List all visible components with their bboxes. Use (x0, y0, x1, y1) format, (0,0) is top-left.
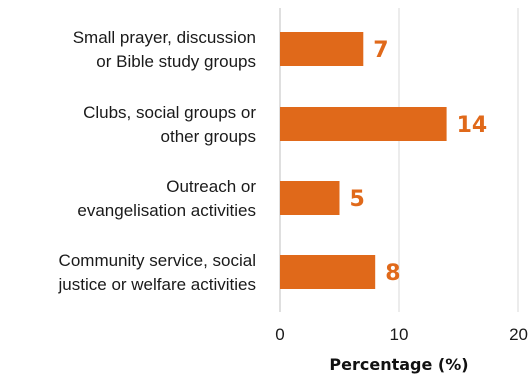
category-label-line: evangelisation activities (77, 201, 256, 220)
category-label-line: justice or welfare activities (58, 275, 256, 294)
bar (280, 32, 364, 66)
data-label: 5 (350, 187, 365, 212)
category-label: Small prayer, discussion or Bible study g… (73, 28, 256, 71)
bar (280, 255, 376, 289)
data-labels: 7 14 5 8 (350, 38, 488, 286)
category-label: Outreach or evangelisation activities (77, 177, 256, 220)
gridlines (398, 8, 519, 312)
bar (280, 181, 340, 215)
x-tick-label: 0 (275, 325, 284, 344)
category-label-line: or Bible study groups (96, 52, 256, 71)
bars (280, 32, 447, 289)
x-tick-labels: 0 10 20 (275, 325, 528, 344)
category-label-line: Small prayer, discussion (73, 28, 256, 47)
x-tick-label: 10 (390, 325, 409, 344)
category-label: Clubs, social groups or other groups (83, 103, 256, 146)
category-label: Community service, social justice or welf… (58, 251, 256, 294)
category-labels: Small prayer, discussion or Bible study g… (58, 28, 257, 294)
category-label-line: other groups (161, 127, 256, 146)
data-label: 7 (373, 38, 388, 63)
bar (280, 107, 447, 141)
data-label: 14 (457, 113, 488, 138)
x-tick-label: 20 (509, 325, 528, 344)
category-label-line: Clubs, social groups or (83, 103, 256, 122)
category-label-line: Community service, social (59, 251, 256, 270)
x-axis-title: Percentage (%) (329, 355, 468, 374)
data-label: 8 (385, 261, 400, 286)
category-label-line: Outreach or (166, 177, 256, 196)
